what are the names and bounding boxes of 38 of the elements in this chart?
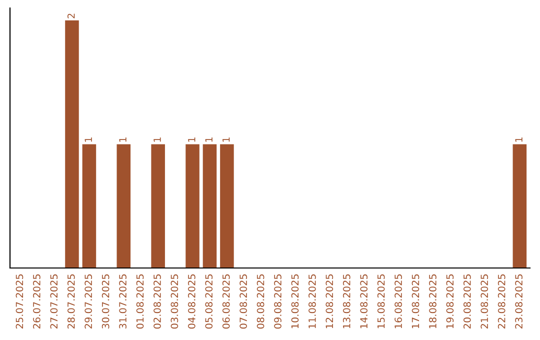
x-tick-label: 31.07.2025 <box>119 274 126 328</box>
x-tick-label: 19.08.2025 <box>446 274 454 328</box>
x-tick-label: 25.07.2025 <box>16 274 24 329</box>
x-tick-label: 27.07.2025 <box>50 274 58 329</box>
x-tick-label: 20.08.2025 <box>463 274 471 329</box>
x-tick-label: 22.08.2025 <box>498 274 506 329</box>
x-tick-label: 15.08.2025 <box>377 274 385 328</box>
x-tick-label: 10.08.2025 <box>291 274 299 328</box>
x-tick-label: 08.08.2025 <box>256 274 264 329</box>
data-label: 2 <box>67 14 75 18</box>
x-tick-label: 02.08.2025 <box>154 274 161 329</box>
data-label: 1 <box>84 138 92 142</box>
data-label: 1 <box>205 138 212 142</box>
data-label: 1 <box>515 138 522 142</box>
x-tick-label: 30.07.2025 <box>102 274 110 328</box>
data-label: 1 <box>188 138 196 142</box>
x-tick-label: 13.08.2025 <box>342 274 350 328</box>
x-tick-label: 09.08.2025 <box>274 274 282 329</box>
x-tick-label: 14.08.2025 <box>360 274 368 328</box>
x-tick-label: 04.08.2025 <box>188 274 196 329</box>
x-tick-label: 06.08.2025 <box>222 274 230 329</box>
x-tick-label: 12.08.2025 <box>326 274 334 328</box>
x-tick-label: 07.08.2025 <box>240 274 247 329</box>
data-label: 1 <box>119 138 126 142</box>
x-tick-label: 01.08.2025 <box>136 274 144 329</box>
x-tick-label: 26.07.2025 <box>33 274 40 329</box>
data-label: 1 <box>222 138 230 142</box>
x-tick-label: 03.08.2025 <box>170 274 178 329</box>
x-tick-label: 28.07.2025 <box>67 274 75 329</box>
x-tick-label: 05.08.2025 <box>205 274 213 329</box>
data-label: 1 <box>154 138 161 142</box>
x-tick-label: 16.08.2025 <box>394 274 402 328</box>
x-tick-label: 29.07.2025 <box>84 274 92 329</box>
x-tick-label: 11.08.2025 <box>308 274 316 328</box>
x-tick-label: 23.08.2025 <box>515 274 522 329</box>
x-tick-label: 18.08.2025 <box>429 274 436 328</box>
x-tick-label: 17.08.2025 <box>412 274 420 328</box>
x-tick-label: 21.08.2025 <box>480 274 488 329</box>
